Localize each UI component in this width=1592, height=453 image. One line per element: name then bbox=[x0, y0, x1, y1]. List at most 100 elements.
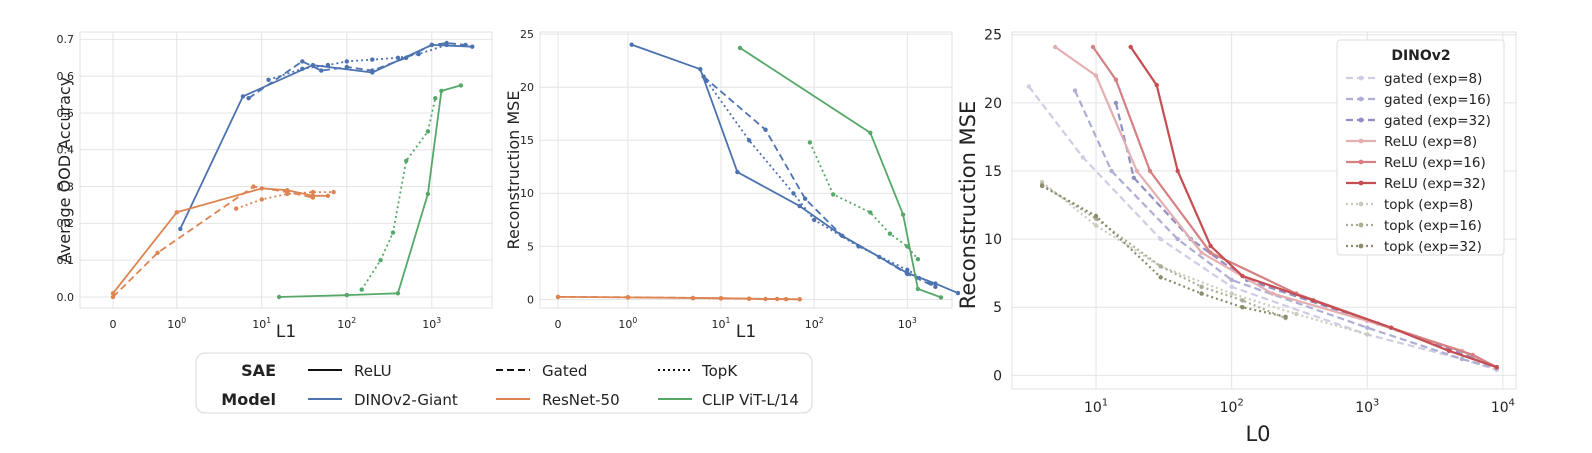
data-point bbox=[251, 184, 256, 189]
legend-frame bbox=[1336, 39, 1505, 256]
data-point bbox=[701, 74, 706, 79]
x-tick-label: 102 bbox=[805, 316, 824, 331]
data-point bbox=[1109, 168, 1114, 174]
data-point bbox=[629, 42, 634, 47]
legend-resnet-label: ResNet-50 bbox=[542, 391, 620, 409]
y-tick-label: 25 bbox=[984, 28, 1002, 44]
y-axis-label-3: Reconstruction MSE bbox=[956, 101, 980, 310]
x-tick-label: 103 bbox=[898, 316, 917, 331]
data-point bbox=[344, 59, 349, 64]
series-line-clip-solid bbox=[279, 84, 462, 298]
data-point bbox=[797, 297, 802, 302]
data-point bbox=[1093, 73, 1099, 78]
data-point bbox=[831, 192, 836, 197]
data-point bbox=[1208, 243, 1213, 249]
legend-marker bbox=[1358, 159, 1364, 165]
data-point bbox=[763, 296, 768, 302]
y-tick-label: 0.0 bbox=[57, 291, 75, 304]
y-tick-label: 25 bbox=[520, 28, 534, 41]
y-tick-label: 0 bbox=[993, 368, 1002, 384]
data-point bbox=[1113, 100, 1119, 106]
data-point bbox=[900, 212, 906, 217]
y-tick-label: 15 bbox=[520, 134, 534, 147]
data-point bbox=[433, 96, 438, 101]
data-point bbox=[1229, 284, 1234, 289]
legend-marker bbox=[1358, 75, 1364, 81]
data-point bbox=[1158, 275, 1163, 280]
x-tick-label: 100 bbox=[618, 316, 637, 331]
data-point bbox=[840, 233, 845, 238]
legend-marker bbox=[1358, 96, 1364, 102]
y-tick-label: 10 bbox=[520, 187, 534, 200]
data-point bbox=[735, 169, 740, 175]
data-point bbox=[812, 217, 817, 223]
data-point bbox=[774, 296, 780, 302]
legend-model-header: Model bbox=[221, 390, 276, 409]
data-point bbox=[395, 55, 401, 60]
x-tick-label: 101 bbox=[252, 316, 271, 331]
data-point bbox=[1470, 352, 1476, 358]
legend-relu-label: ReLU bbox=[354, 362, 392, 380]
data-point bbox=[310, 189, 316, 195]
data-point bbox=[331, 189, 336, 195]
data-point bbox=[938, 295, 944, 300]
data-point bbox=[259, 197, 264, 202]
y-tick-label: 5 bbox=[527, 240, 534, 253]
data-point bbox=[1365, 325, 1370, 330]
legend-entry-label: topk (exp=16) bbox=[1384, 218, 1482, 234]
data-point bbox=[246, 96, 251, 101]
data-point bbox=[1199, 291, 1204, 296]
data-point bbox=[625, 295, 631, 300]
data-point bbox=[444, 42, 449, 48]
data-point bbox=[955, 290, 961, 296]
data-point bbox=[359, 287, 364, 292]
legend-marker bbox=[1358, 180, 1364, 186]
data-point bbox=[1446, 348, 1452, 353]
data-point bbox=[370, 57, 375, 62]
data-point bbox=[404, 158, 409, 163]
x-tick-label: 0 bbox=[110, 318, 117, 331]
x-tick-label: 102 bbox=[1220, 398, 1244, 416]
data-point bbox=[555, 294, 561, 300]
series-line-topk-exp-32- bbox=[1041, 185, 1286, 318]
legend-marker bbox=[1358, 201, 1364, 207]
chart-ood-accuracy: 0.0 0.1 0.2 0.3 0.4 0.5 0.6 0.7 0 100 101 102 103 L1… bbox=[55, 31, 493, 342]
data-point bbox=[395, 291, 401, 296]
y-axis-label-2: Reconstruction MSE bbox=[504, 91, 523, 250]
x-tick-label: 104 bbox=[1491, 398, 1515, 416]
series-line-resnet-dotted bbox=[235, 191, 334, 210]
x-axis-label-2: L1 bbox=[736, 322, 756, 342]
data-point bbox=[887, 231, 893, 236]
data-point bbox=[429, 42, 434, 48]
legend-dino-label: DINOv2-Giant bbox=[354, 391, 458, 409]
legend-entry-label: gated (exp=8) bbox=[1384, 71, 1482, 87]
series-line-relu-exp-16- bbox=[1092, 46, 1498, 369]
legend-marker bbox=[1358, 243, 1364, 249]
data-point bbox=[1128, 44, 1133, 50]
data-point bbox=[1026, 84, 1032, 89]
legend-sae-header: SAE bbox=[241, 361, 276, 380]
data-point bbox=[690, 296, 696, 301]
legend-marker bbox=[1358, 117, 1364, 123]
data-point bbox=[470, 44, 475, 49]
legend-entry-label: topk (exp=8) bbox=[1384, 197, 1473, 213]
data-point bbox=[310, 195, 316, 200]
data-point bbox=[425, 191, 431, 197]
data-point bbox=[325, 193, 331, 198]
data-point bbox=[1113, 77, 1119, 82]
data-point bbox=[266, 77, 271, 83]
dinov2-legend: DINOv2 gated (exp=8) gated (exp=16) gated … bbox=[1336, 39, 1505, 256]
data-point bbox=[325, 62, 331, 68]
y-tick-label: 0.3 bbox=[57, 180, 75, 193]
series-line-resnet-dashed bbox=[557, 296, 787, 301]
data-point bbox=[1072, 88, 1078, 93]
y-tick-label: 0.7 bbox=[57, 33, 75, 46]
data-point bbox=[1154, 82, 1159, 88]
y-tick-label: 5 bbox=[993, 300, 1002, 316]
legend-entry-label: ReLU (exp=8) bbox=[1384, 134, 1477, 150]
legend-clip-label: CLIP ViT-L/14 bbox=[702, 391, 799, 409]
data-point bbox=[1090, 44, 1096, 50]
legend-title: DINOv2 bbox=[1391, 48, 1450, 64]
data-point bbox=[915, 286, 921, 292]
data-point bbox=[1283, 314, 1288, 319]
